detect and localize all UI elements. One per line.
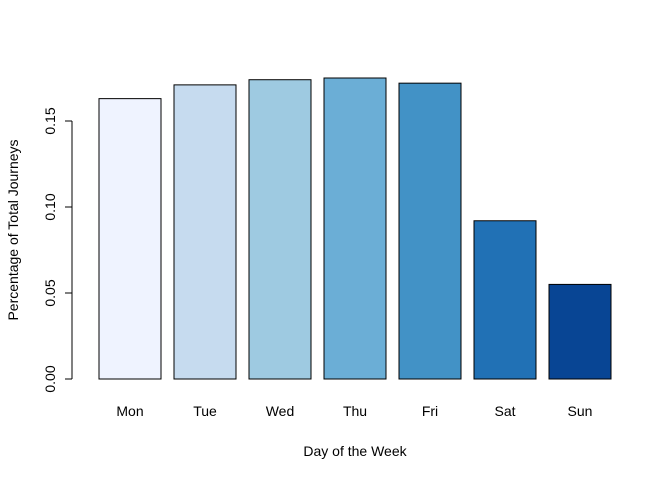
y-tick-label: 0.10 <box>42 193 58 220</box>
x-tick-label-sun: Sun <box>568 403 593 419</box>
y-tick-label: 0.00 <box>42 365 58 392</box>
x-tick-label-thu: Thu <box>343 403 367 419</box>
bar-wed <box>248 79 312 380</box>
x-tick-label-tue: Tue <box>193 403 217 419</box>
x-axis-label: Day of the Week <box>303 443 407 459</box>
bar-sat <box>473 220 537 380</box>
bar-fri <box>398 82 462 380</box>
x-tick-labels: Mon Tue Wed Thu Fri Sat Sun <box>116 403 592 419</box>
x-tick-label-fri: Fri <box>422 403 438 419</box>
x-tick-label-mon: Mon <box>116 403 143 419</box>
y-tick-label: 0.05 <box>42 279 58 306</box>
x-tick-label-sat: Sat <box>494 403 515 419</box>
y-axis: 0.00 0.05 0.10 0.15 <box>42 107 73 393</box>
bar-mon <box>98 98 162 380</box>
bar-thu <box>323 77 387 380</box>
bar-sun <box>548 283 612 380</box>
bars-group <box>98 77 612 380</box>
y-axis-label: Percentage of Total Journeys <box>5 139 21 320</box>
x-tick-label-wed: Wed <box>266 403 295 419</box>
y-tick-label: 0.15 <box>42 107 58 134</box>
bar-tue <box>173 84 237 380</box>
